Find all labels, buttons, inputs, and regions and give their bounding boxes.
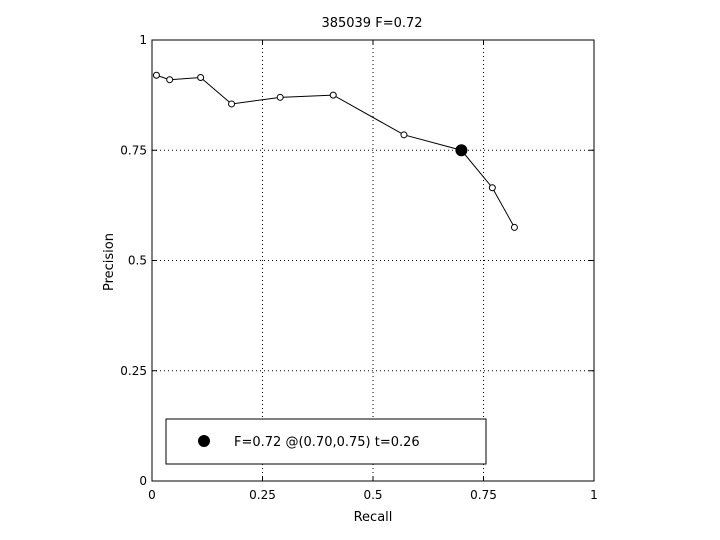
pr-curve-point [276, 93, 284, 101]
y-tick-label: 0.25 [120, 364, 147, 378]
y-tick-label: 0.5 [128, 254, 147, 268]
series-layer [152, 71, 518, 231]
pr-curve-point [488, 184, 496, 192]
y-tick-label: 0.75 [120, 143, 147, 157]
legend-marker [198, 435, 210, 447]
x-tick-label: 0.25 [249, 488, 276, 502]
legend-label: F=0.72 @(0.70,0.75) t=0.26 [234, 435, 420, 450]
x-tick-label: 1 [590, 488, 598, 502]
tick-layer: 0 0.25 0.5 0.75 1 0 0.25 0.5 0.75 1 [120, 33, 598, 502]
chart-title: 385039 F=0.72 [321, 16, 422, 31]
grid-layer [152, 40, 594, 481]
y-tick-label: 0 [139, 474, 147, 488]
best-f-point [455, 144, 468, 157]
pr-curve-point [510, 223, 518, 231]
pr-curve-point [166, 76, 174, 84]
y-tick-label: 1 [139, 33, 147, 47]
x-axis-title: Recall [354, 510, 393, 525]
x-tick-label: 0.5 [363, 488, 382, 502]
legend: F=0.72 @(0.70,0.75) t=0.26 [165, 418, 487, 465]
pr-curve-point [329, 91, 337, 99]
pr-curve-point [197, 73, 205, 81]
x-tick-label: 0 [148, 488, 156, 502]
x-tick-label: 0.75 [470, 488, 497, 502]
legend-box [165, 418, 487, 465]
pr-curve-point [228, 100, 236, 108]
pr-curve-point [152, 71, 160, 79]
pr-curve-point [400, 131, 408, 139]
pr-curve-line [156, 74, 515, 228]
y-axis-title: Precision [102, 233, 117, 291]
